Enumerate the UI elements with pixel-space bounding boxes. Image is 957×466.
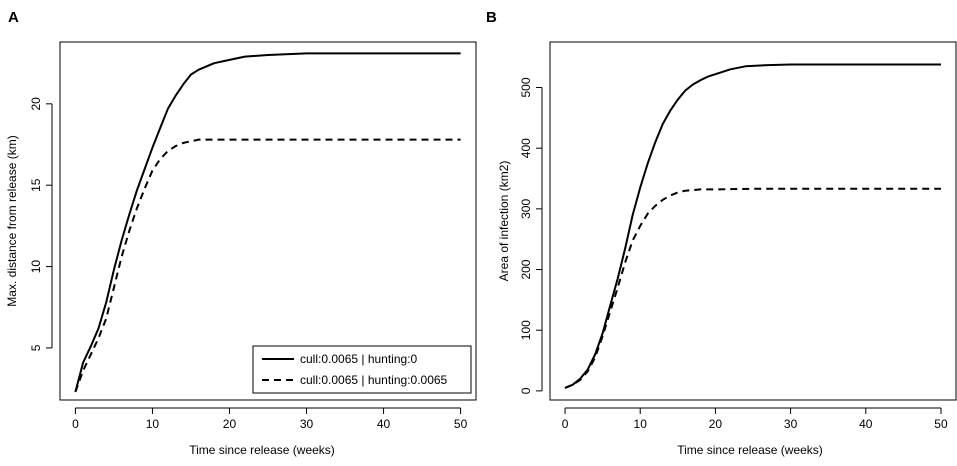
x-tick-label: 0 xyxy=(72,417,79,431)
legend-entry-solid: cull:0.0065 | hunting:0 xyxy=(300,352,418,366)
legend-box xyxy=(252,345,472,394)
panel-a-ylabel: Max. distance from release (km) xyxy=(5,135,19,306)
x-tick-label: 10 xyxy=(146,417,160,431)
x-tick-label: 20 xyxy=(709,417,723,431)
series-line-solid xyxy=(564,63,941,389)
panel-b-xlabel: Time since release (weeks) xyxy=(677,443,823,457)
panel-b-letter: B xyxy=(486,9,497,26)
x-tick-label: 50 xyxy=(934,417,948,431)
y-tick-label: 5 xyxy=(29,344,43,351)
y-tick-label: 200 xyxy=(519,259,533,279)
y-tick-label: 500 xyxy=(519,77,533,97)
panel-b-xticks: 0 10 20 30 40 50 xyxy=(562,407,948,431)
y-tick-label: 15 xyxy=(29,178,43,192)
panel-a-legend: cull:0.0065 | hunting:0 cull:0.0065 | hu… xyxy=(252,345,472,394)
y-tick-label: 400 xyxy=(519,138,533,158)
y-tick-label: 10 xyxy=(29,260,43,274)
x-tick-label: 20 xyxy=(223,417,237,431)
panel-a-xlabel: Time since release (weeks) xyxy=(189,443,335,457)
x-tick-label: 10 xyxy=(634,417,648,431)
panel-a-series xyxy=(74,52,461,393)
panel-b-ylabel: Area of infection (km2) xyxy=(497,161,511,282)
panel-b: B 0 10 20 30 40 50 0 100 200 300 400 500 Time sinc… xyxy=(486,9,957,457)
x-tick-label: 40 xyxy=(859,417,873,431)
panel-a-yticks: 5 10 15 20 xyxy=(29,97,53,351)
y-tick-label: 20 xyxy=(29,97,43,111)
x-tick-label: 50 xyxy=(454,417,468,431)
x-tick-label: 30 xyxy=(784,417,798,431)
series-line-solid xyxy=(74,52,461,393)
panel-b-yticks: 0 100 200 300 400 500 xyxy=(519,77,543,394)
series-line-dashed xyxy=(564,187,941,389)
legend-entry-dashed: cull:0.0065 | hunting:0.0065 xyxy=(300,373,448,387)
y-tick-label: 0 xyxy=(519,387,533,394)
panel-a-xticks: 0 10 20 30 40 50 xyxy=(72,407,468,431)
series-line-dashed xyxy=(74,138,461,393)
x-tick-label: 30 xyxy=(300,417,314,431)
panel-b-plot-box xyxy=(549,41,957,401)
y-tick-label: 300 xyxy=(519,199,533,219)
panel-a-letter: A xyxy=(8,9,19,26)
panel-a-plot-box xyxy=(59,41,477,401)
panel-a: A 0 10 20 30 40 50 5 10 15 20 Time since release… xyxy=(5,9,477,457)
panel-b-series xyxy=(564,63,941,389)
x-tick-label: 0 xyxy=(562,417,569,431)
y-tick-label: 100 xyxy=(519,320,533,340)
x-tick-label: 40 xyxy=(377,417,391,431)
